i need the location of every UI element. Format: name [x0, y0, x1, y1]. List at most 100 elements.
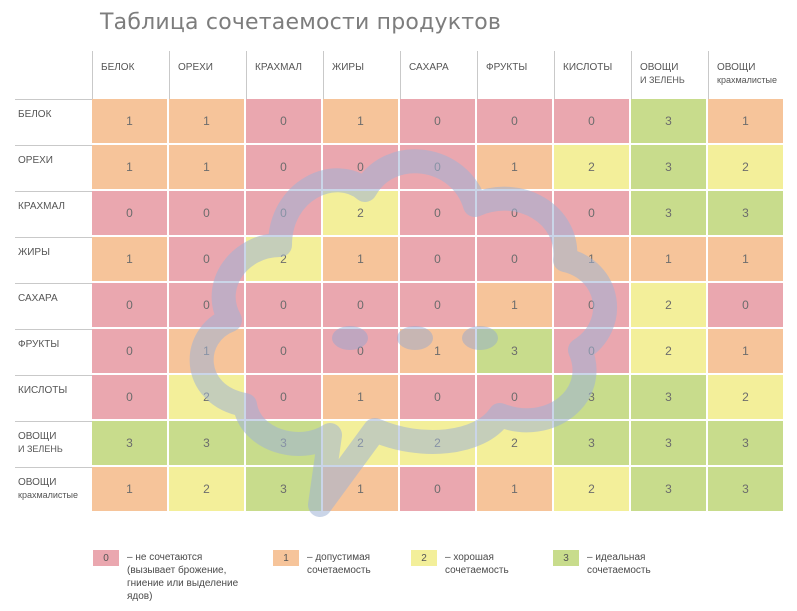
- table-cell: 1: [400, 329, 477, 375]
- table-cell: 3: [246, 467, 323, 513]
- table-cell: 0: [554, 191, 631, 237]
- table-cell: 0: [477, 191, 554, 237]
- table-cell: 3: [554, 421, 631, 467]
- table-cell: 2: [169, 467, 246, 513]
- table-cell: 3: [631, 99, 708, 145]
- table-cell: 0: [246, 191, 323, 237]
- table-cell: 2: [169, 375, 246, 421]
- row-header-label: ФРУКТЫ: [18, 339, 60, 350]
- table-cell: 1: [92, 237, 169, 283]
- table-cell: 3: [246, 421, 323, 467]
- table-cell: 0: [246, 145, 323, 191]
- row-header: ОРЕХИ: [15, 145, 92, 191]
- legend-text: – идеальная сочетаемость: [587, 552, 651, 576]
- table-cell: 1: [708, 237, 785, 283]
- row-header: ФРУКТЫ: [15, 329, 92, 375]
- column-header: ОРЕХИ: [169, 51, 246, 99]
- table-cell: 1: [708, 99, 785, 145]
- table-cell: 2: [477, 421, 554, 467]
- table-cell: 3: [708, 467, 785, 513]
- table-cell: 0: [400, 467, 477, 513]
- table-cell: 0: [323, 145, 400, 191]
- legend: 0 – не сочетаются (вызывает брожение, гниен…: [93, 550, 783, 606]
- table-cell: 2: [554, 145, 631, 191]
- table-cell: 0: [477, 237, 554, 283]
- row-header-label: ОВОЩИ: [18, 477, 57, 488]
- row-header: БЕЛОК: [15, 99, 92, 145]
- table-cell: 1: [477, 467, 554, 513]
- table-cell: 3: [631, 145, 708, 191]
- table-cell: 0: [246, 99, 323, 145]
- table-cell: 0: [169, 237, 246, 283]
- column-header-sublabel: крахмалистые: [717, 75, 778, 85]
- table-cell: 2: [323, 421, 400, 467]
- table-cell: 0: [92, 191, 169, 237]
- table-cell: 0: [708, 283, 785, 329]
- table-cell: 3: [631, 191, 708, 237]
- column-header: САХАРА: [400, 51, 477, 99]
- column-header-sublabel: И ЗЕЛЕНЬ: [640, 75, 685, 85]
- table-cell: 0: [92, 283, 169, 329]
- table-cell: 3: [631, 375, 708, 421]
- legend-swatch: 3: [553, 550, 579, 566]
- row-header: ОВОЩИ крахмалистые: [15, 467, 92, 513]
- table-cell: 0: [400, 283, 477, 329]
- column-header: ЖИРЫ: [323, 51, 400, 99]
- legend-swatch: 1: [273, 550, 299, 566]
- table-cell: 0: [400, 191, 477, 237]
- column-header-label: ОВОЩИ: [640, 62, 679, 73]
- column-header-label: КИСЛОТЫ: [563, 62, 613, 73]
- table-cell: 2: [323, 191, 400, 237]
- row-header-label: КИСЛОТЫ: [18, 385, 68, 396]
- table-cell: 1: [631, 237, 708, 283]
- row-header: ОВОЩИ И ЗЕЛЕНЬ: [15, 421, 92, 467]
- legend-item: 1 – допустимая сочетаемость: [273, 550, 371, 577]
- legend-item: 0 – не сочетаются (вызывает брожение, гниен…: [93, 550, 238, 603]
- row-header-label: ОВОЩИ: [18, 431, 57, 442]
- table-cell: 3: [169, 421, 246, 467]
- table-cell: 3: [708, 191, 785, 237]
- row-header: САХАРА: [15, 283, 92, 329]
- table-corner: [15, 51, 92, 99]
- table-cell: 0: [400, 99, 477, 145]
- table-cell: 3: [554, 375, 631, 421]
- column-header-label: ОВОЩИ: [717, 62, 756, 73]
- table-cell: 1: [323, 237, 400, 283]
- row-header-label: БЕЛОК: [18, 109, 52, 120]
- column-header-label: САХАРА: [409, 62, 449, 73]
- column-header: КИСЛОТЫ: [554, 51, 631, 99]
- table-cell: 0: [92, 329, 169, 375]
- table-cell: 0: [323, 283, 400, 329]
- legend-text: – не сочетаются (вызывает брожение, гниени…: [127, 552, 239, 602]
- table-cell: 3: [477, 329, 554, 375]
- table-cell: 0: [323, 329, 400, 375]
- table-cell: 2: [708, 145, 785, 191]
- table-cell: 0: [400, 375, 477, 421]
- row-header: ЖИРЫ: [15, 237, 92, 283]
- table-cell: 0: [554, 99, 631, 145]
- table-cell: 3: [708, 421, 785, 467]
- table-cell: 1: [92, 145, 169, 191]
- table-cell: 0: [92, 375, 169, 421]
- legend-item: 3 – идеальная сочетаемость: [553, 550, 651, 577]
- column-header-label: ФРУКТЫ: [486, 62, 528, 73]
- table-cell: 1: [477, 283, 554, 329]
- column-header: ОВОЩИ крахмалистые: [708, 51, 785, 99]
- table-cell: 1: [92, 99, 169, 145]
- table-cell: 2: [631, 329, 708, 375]
- table-cell: 0: [246, 329, 323, 375]
- row-header: КИСЛОТЫ: [15, 375, 92, 421]
- legend-item: 2 – хорошая сочетаемость: [411, 550, 509, 577]
- table-cell: 1: [708, 329, 785, 375]
- table-cell: 1: [169, 145, 246, 191]
- table-cell: 3: [631, 467, 708, 513]
- table-cell: 1: [554, 237, 631, 283]
- compatibility-table: БЕЛОК ОРЕХИ КРАХМАЛ ЖИРЫ САХАРА ФРУКТЫ КИСЛОТЫ…: [15, 51, 785, 513]
- legend-swatch: 0: [93, 550, 119, 566]
- column-header: КРАХМАЛ: [246, 51, 323, 99]
- table-cell: 3: [92, 421, 169, 467]
- column-header: ФРУКТЫ: [477, 51, 554, 99]
- table-cell: 0: [477, 99, 554, 145]
- table-cell: 0: [554, 283, 631, 329]
- table-cell: 2: [708, 375, 785, 421]
